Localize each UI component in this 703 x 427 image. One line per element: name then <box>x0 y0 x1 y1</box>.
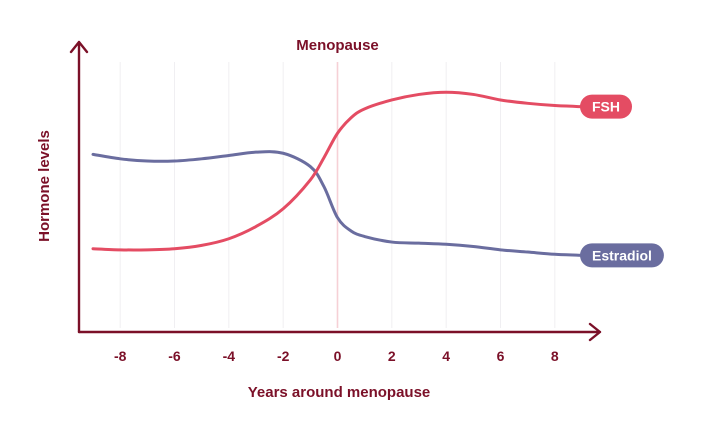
x-tick-label: 8 <box>551 348 559 364</box>
x-axis-title: Years around menopause <box>248 384 431 401</box>
x-tick-label: 4 <box>442 348 450 364</box>
series-line-estradiol <box>91 150 584 257</box>
x-tick-label: 0 <box>334 348 342 364</box>
series-lines <box>91 90 584 257</box>
x-tick-label: 2 <box>388 348 396 364</box>
x-tick-labels: -8 -6 -4 -2 0 2 4 6 8 <box>114 348 559 364</box>
x-tick-label: -4 <box>223 348 236 364</box>
x-tick-label: -6 <box>168 348 181 364</box>
y-axis <box>69 40 89 334</box>
axes <box>69 40 602 342</box>
grid-lines <box>119 62 556 328</box>
x-axis <box>77 322 602 342</box>
menopause-annotation: Menopause <box>296 37 379 54</box>
series-label-text: FSH <box>592 99 620 115</box>
series-labels: FSH Estradiol <box>580 94 664 268</box>
series-label-text: Estradiol <box>592 247 652 263</box>
series-label-pill <box>580 94 632 119</box>
series-line-fsh <box>91 90 584 252</box>
x-tick-label: 6 <box>497 348 505 364</box>
series-label-fsh: FSH <box>580 94 632 119</box>
x-tick-label: -2 <box>277 348 290 364</box>
series-label-estradiol: Estradiol <box>580 243 664 268</box>
x-tick-label: -8 <box>114 348 127 364</box>
series-label-pill <box>580 243 664 268</box>
y-axis-title: Hormone levels <box>36 130 53 242</box>
